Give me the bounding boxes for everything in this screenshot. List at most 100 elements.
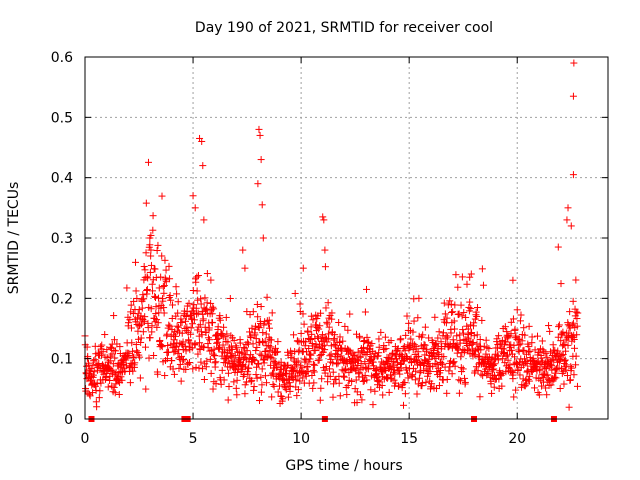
data-point [233, 368, 241, 376]
data-point [509, 375, 517, 383]
data-point [566, 376, 574, 384]
data-point [109, 367, 117, 375]
data-point [89, 371, 97, 379]
data-point [190, 316, 198, 324]
data-point [357, 391, 365, 399]
data-point [387, 337, 395, 345]
data-point [511, 334, 519, 342]
data-point [573, 315, 581, 323]
data-point [221, 333, 229, 341]
data-point [295, 346, 303, 354]
data-point [337, 352, 345, 360]
data-point [169, 365, 177, 373]
data-point [570, 59, 578, 67]
data-point [572, 352, 580, 360]
data-point [307, 335, 315, 343]
data-point [299, 264, 307, 272]
data-point [310, 379, 318, 387]
data-point [203, 305, 211, 313]
data-point [455, 311, 463, 319]
data-point [148, 280, 156, 288]
data-point [154, 370, 162, 378]
x-tick-label: 15 [400, 431, 418, 447]
data-point [555, 323, 563, 331]
data-point [509, 276, 517, 284]
data-point [435, 328, 443, 336]
data-point [569, 319, 577, 327]
data-point [409, 328, 417, 336]
data-point [225, 383, 233, 391]
data-point [353, 399, 361, 407]
data-point [570, 331, 578, 339]
data-point [205, 324, 213, 332]
data-point [248, 376, 256, 384]
data-point [378, 381, 386, 389]
data-point [162, 276, 170, 284]
data-point [177, 377, 185, 385]
data-point [510, 393, 518, 401]
data-point [258, 365, 266, 373]
data-point [441, 310, 449, 318]
data-point [511, 325, 519, 333]
data-point [214, 344, 222, 352]
data-point [344, 326, 352, 334]
data-point [472, 308, 480, 316]
data-point [199, 310, 207, 318]
data-point [189, 320, 197, 328]
data-point [325, 365, 333, 373]
data-point [491, 360, 499, 368]
data-point [518, 337, 526, 345]
data-point [157, 341, 165, 349]
data-point [202, 363, 210, 371]
data-point [425, 334, 433, 342]
data-point [407, 335, 415, 343]
data-point [502, 352, 510, 360]
data-point [161, 274, 169, 282]
data-point [396, 336, 404, 344]
data-point [141, 266, 149, 274]
data-point [222, 313, 230, 321]
data-point [163, 355, 171, 363]
data-point [161, 256, 169, 264]
data-point [414, 314, 422, 322]
data-point [526, 347, 534, 355]
data-point [398, 351, 406, 359]
data-points [81, 59, 582, 411]
data-point [569, 297, 577, 305]
data-point [287, 354, 295, 362]
data-point [163, 330, 171, 338]
data-point [486, 359, 494, 367]
data-point [172, 283, 180, 291]
data-point [147, 246, 155, 254]
data-point [488, 389, 496, 397]
data-point [574, 309, 582, 317]
data-point [272, 348, 280, 356]
data-point [462, 313, 470, 321]
data-point [308, 372, 316, 380]
data-point [562, 366, 570, 374]
data-point [315, 356, 323, 364]
data-point [203, 299, 211, 307]
data-point [216, 316, 224, 324]
data-point [193, 287, 201, 295]
data-point [327, 350, 335, 358]
data-point [257, 303, 265, 311]
data-point [446, 297, 454, 305]
data-point [552, 374, 560, 382]
data-point [398, 384, 406, 392]
data-point [454, 346, 462, 354]
data-point [297, 329, 305, 337]
data-point [316, 396, 324, 404]
data-point [502, 338, 510, 346]
data-point [247, 333, 255, 341]
data-point [299, 310, 307, 318]
data-point [230, 336, 238, 344]
data-point [182, 347, 190, 355]
data-point [167, 296, 175, 304]
data-point [445, 367, 453, 375]
data-point [335, 379, 343, 387]
data-point [570, 335, 578, 343]
data-point [546, 348, 554, 356]
data-point [259, 234, 267, 242]
